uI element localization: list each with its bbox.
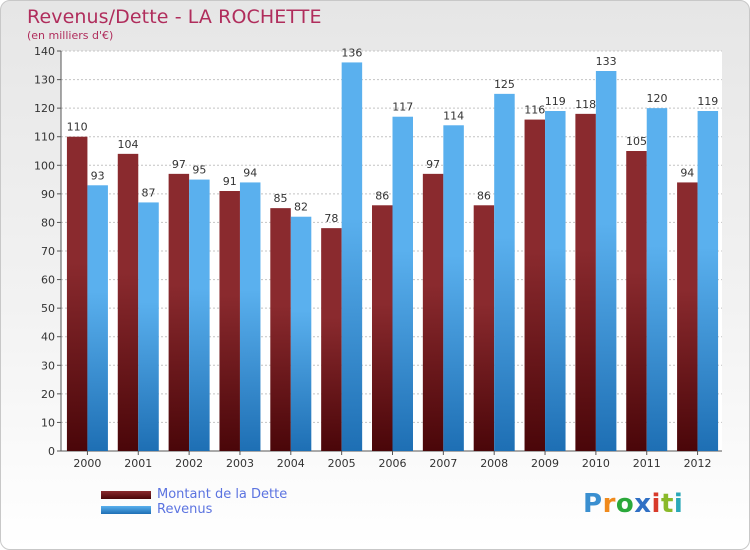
y-tick-label: 140 <box>34 45 55 58</box>
x-tick-label: 2006 <box>379 457 407 470</box>
bar <box>341 62 363 452</box>
data-label: 133 <box>596 55 617 68</box>
y-tick-label: 80 <box>41 216 55 229</box>
y-tick-label: 60 <box>41 274 55 287</box>
data-label: 97 <box>426 158 440 171</box>
x-tick-label: 2009 <box>531 457 559 470</box>
logo-letter: x <box>634 489 652 519</box>
bar <box>87 185 108 452</box>
bar <box>239 182 261 451</box>
bar <box>392 116 413 451</box>
bar <box>290 216 312 451</box>
x-tick-label: 2007 <box>429 457 457 470</box>
proxiti-logo: Proxiti <box>583 489 683 519</box>
bar <box>270 208 291 451</box>
bar <box>595 71 617 451</box>
data-label: 119 <box>697 95 718 108</box>
y-tick-label: 50 <box>41 302 55 315</box>
legend-label-dette: Montant de la Dette <box>157 487 288 502</box>
data-label: 104 <box>118 138 139 151</box>
x-tick-label: 2012 <box>684 457 712 470</box>
data-label: 86 <box>477 189 491 202</box>
legend-swatch-dette <box>101 491 151 499</box>
x-tick-label: 2010 <box>582 457 610 470</box>
chart-subtitle: (en milliers d'€) <box>27 29 114 42</box>
data-label: 117 <box>392 101 413 114</box>
bar <box>372 205 393 451</box>
logo-letter: t <box>660 489 674 519</box>
y-tick-label: 100 <box>34 159 55 172</box>
bar <box>494 93 515 451</box>
x-tick-label: 2004 <box>277 457 305 470</box>
bar <box>422 173 444 451</box>
x-tick-label: 2003 <box>226 457 254 470</box>
data-label: 87 <box>142 186 156 199</box>
data-label: 105 <box>626 135 647 148</box>
data-label: 85 <box>274 192 288 205</box>
bar <box>524 119 546 452</box>
y-tick-label: 120 <box>34 102 55 115</box>
bar <box>66 136 88 451</box>
data-label: 95 <box>192 164 206 177</box>
x-tick-label: 2001 <box>124 457 152 470</box>
y-tick-label: 30 <box>41 359 55 372</box>
bar <box>189 179 210 452</box>
x-tick-label: 2008 <box>480 457 508 470</box>
bar <box>575 113 596 451</box>
x-tick-label: 2011 <box>633 457 661 470</box>
data-label: 82 <box>294 201 308 214</box>
y-tick-label: 90 <box>41 188 55 201</box>
bar <box>545 111 566 451</box>
data-label: 120 <box>646 92 667 105</box>
data-label: 136 <box>341 46 362 59</box>
bar <box>219 191 240 451</box>
data-label: 86 <box>375 189 389 202</box>
logo-letter: o <box>615 489 635 519</box>
data-label: 94 <box>680 166 694 179</box>
bar <box>646 108 668 452</box>
bar <box>626 151 647 451</box>
bar <box>321 228 342 451</box>
x-tick-label: 2000 <box>73 457 101 470</box>
y-tick-label: 20 <box>41 388 55 401</box>
legend-swatch-revenus <box>101 506 151 514</box>
logo-letter: i <box>673 489 684 519</box>
x-tick-label: 2005 <box>328 457 356 470</box>
logo-letter: i <box>651 489 661 519</box>
bar <box>677 182 698 451</box>
data-label: 125 <box>494 78 515 91</box>
logo-letter: P <box>583 489 603 519</box>
data-label: 97 <box>172 158 186 171</box>
bar <box>473 205 495 451</box>
data-label: 118 <box>575 98 596 111</box>
data-label: 91 <box>223 175 237 188</box>
y-tick-label: 0 <box>48 445 55 458</box>
bar <box>117 153 139 451</box>
data-label: 93 <box>91 169 105 182</box>
y-tick-label: 10 <box>41 416 55 429</box>
data-label: 94 <box>243 166 257 179</box>
data-label: 119 <box>545 95 566 108</box>
data-label: 114 <box>443 109 464 122</box>
y-tick-label: 130 <box>34 74 55 87</box>
bar <box>168 173 190 451</box>
data-label: 110 <box>67 121 88 134</box>
legend-label-revenus: Revenus <box>157 502 213 517</box>
data-label: 78 <box>324 212 338 225</box>
bar <box>138 202 159 451</box>
bar <box>443 125 464 452</box>
y-tick-label: 40 <box>41 331 55 344</box>
data-label: 116 <box>524 104 545 117</box>
bar <box>697 111 719 451</box>
y-tick-label: 110 <box>34 131 55 144</box>
x-tick-label: 2002 <box>175 457 203 470</box>
logo-letter: r <box>602 489 616 519</box>
chart-title: Revenus/Dette - LA ROCHETTE <box>27 6 322 28</box>
y-tick-label: 70 <box>41 245 55 258</box>
